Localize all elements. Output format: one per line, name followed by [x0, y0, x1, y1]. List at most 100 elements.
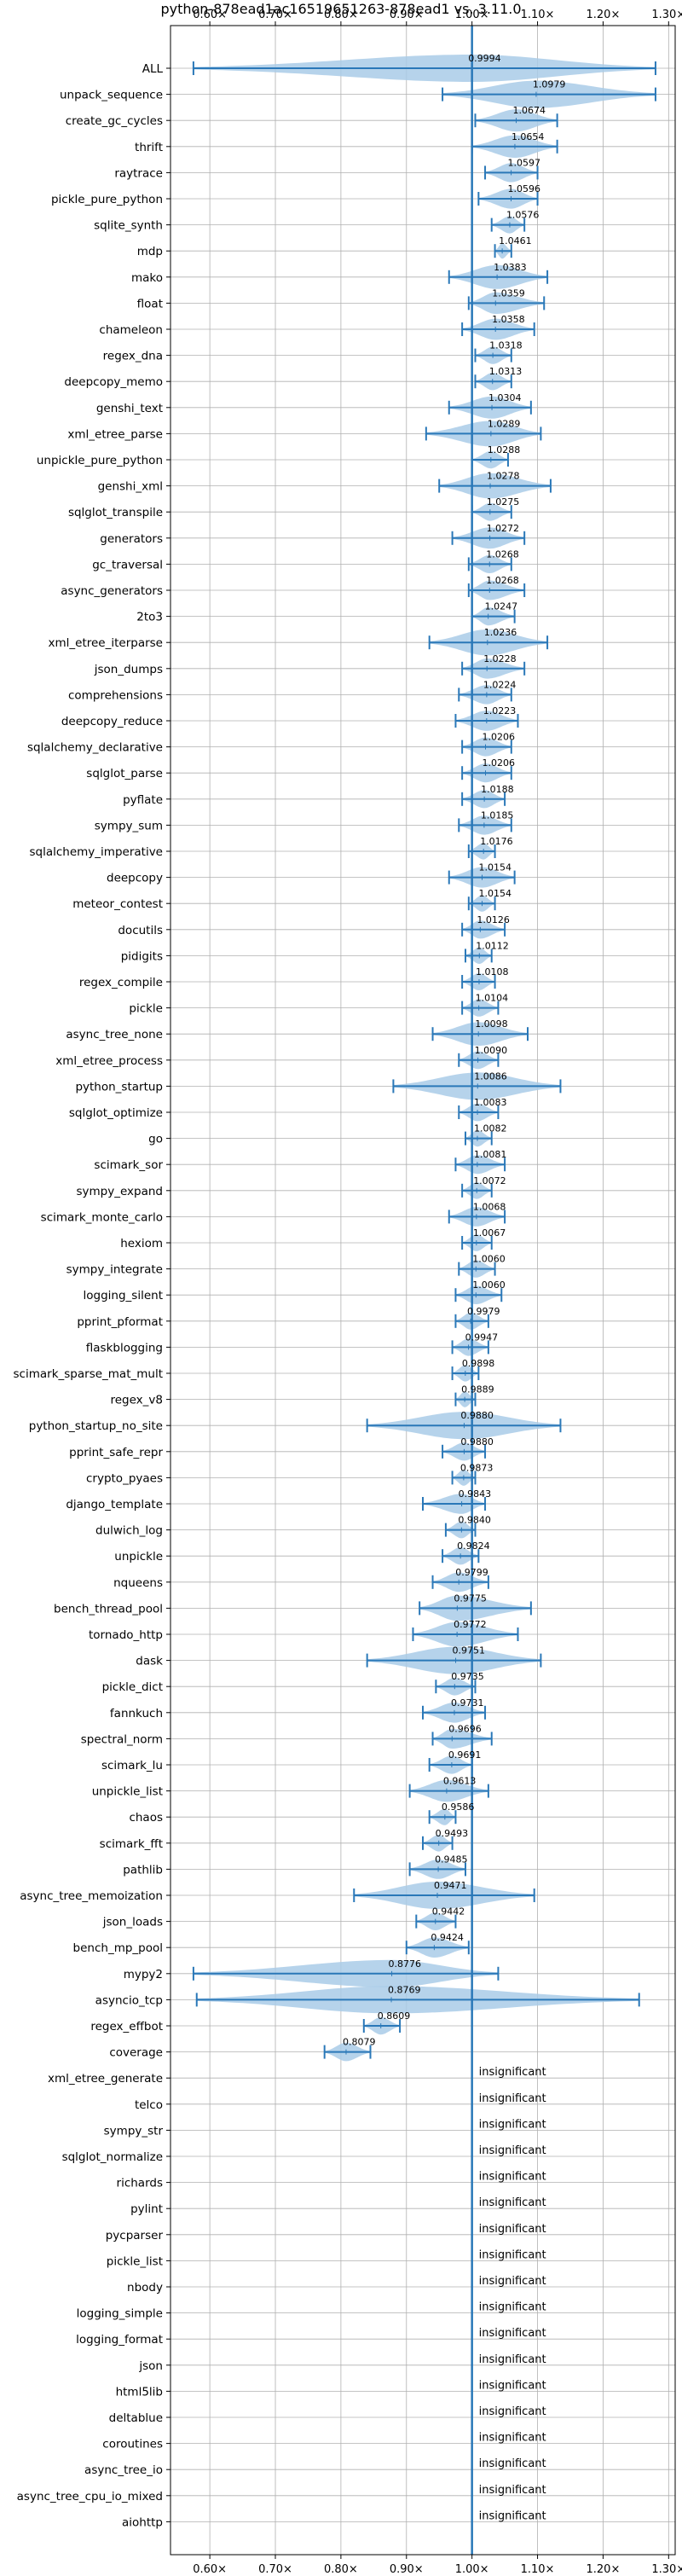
value-label: 1.0268: [486, 575, 519, 586]
grid-lines: [166, 21, 675, 2559]
benchmark-label: unpickle_list: [92, 1785, 163, 1799]
value-label: 1.0288: [488, 444, 521, 455]
benchmark-label: json: [138, 2359, 163, 2373]
violins: [192, 55, 656, 2062]
x-tick-label-bottom: 1.00×: [455, 2563, 489, 2576]
benchmark-label: generators: [100, 532, 163, 546]
benchmark-label: gc_traversal: [92, 558, 163, 571]
value-label: 0.9843: [459, 1488, 492, 1500]
benchmark-label: json_dumps: [94, 663, 163, 676]
benchmark-label: hexiom: [120, 1237, 163, 1250]
benchmark-label: unpickle: [114, 1550, 163, 1564]
value-label: 1.0228: [483, 653, 517, 664]
benchmark-label: django_template: [66, 1498, 163, 1511]
value-label: 1.0083: [474, 1097, 507, 1108]
value-label: 1.0576: [506, 210, 540, 221]
benchmark-label: create_gc_cycles: [66, 114, 163, 128]
value-label: 0.9691: [448, 1749, 482, 1761]
benchmark-label: sqlalchemy_declarative: [27, 741, 163, 755]
benchmark-label: coroutines: [102, 2438, 163, 2451]
value-label: 0.9613: [443, 1776, 477, 1787]
x-tick-label-top: 0.60×: [193, 9, 227, 21]
benchmark-label: mdp: [137, 245, 163, 258]
benchmark-label: pathlib: [123, 1863, 163, 1877]
x-tick-label-top: 0.80×: [324, 9, 358, 21]
value-label: 0.9424: [431, 1932, 464, 1943]
value-label: 0.9824: [457, 1540, 490, 1552]
benchmark-label: raytrace: [114, 166, 163, 180]
x-tick-label-top: 1.00×: [455, 9, 489, 21]
value-label: 0.9898: [462, 1358, 495, 1369]
benchmark-label: coverage: [109, 2046, 163, 2060]
benchmark-label: mako: [131, 271, 163, 285]
value-label: 1.0278: [487, 471, 520, 482]
benchmark-label: scimark_fft: [100, 1837, 163, 1851]
value-label: 1.0223: [483, 705, 517, 717]
benchmark-label: async_tree_none: [66, 1028, 163, 1041]
value-label: 1.0126: [477, 914, 510, 925]
benchmark-label: scimark_sor: [94, 1158, 163, 1172]
benchmark-label: html5lib: [116, 2385, 163, 2399]
x-tick-label-top: 0.90×: [390, 9, 424, 21]
value-label: 1.0654: [512, 131, 545, 142]
value-label: 0.9880: [460, 1410, 494, 1421]
insignificant-label: insignificant: [479, 2118, 546, 2131]
value-label: 1.0268: [486, 548, 519, 560]
value-label: 1.0081: [474, 1149, 507, 1160]
benchmark-label: deepcopy: [107, 872, 163, 885]
x-tick-label-bottom: 0.70×: [258, 2563, 292, 2576]
value-label: 0.9880: [460, 1436, 494, 1448]
benchmark-label: regex_dna: [103, 350, 163, 363]
insignificant-label: insignificant: [479, 2327, 546, 2340]
insignificant-label: insignificant: [479, 2092, 546, 2105]
value-label: 1.0112: [476, 940, 509, 951]
value-label: 0.9775: [454, 1593, 487, 1604]
benchmark-label: 2to3: [136, 611, 163, 624]
benchmark-label: regex_effbot: [90, 2020, 163, 2034]
benchmark-label: deepcopy_memo: [64, 375, 163, 389]
value-label: 1.0154: [479, 888, 512, 899]
value-label: 1.0313: [489, 366, 523, 377]
benchmark-label: go: [148, 1133, 163, 1146]
insignificant-label: insignificant: [479, 2275, 546, 2288]
benchmark-label: python_startup_no_site: [29, 1419, 163, 1433]
benchmark-label: aiohttp: [122, 2515, 163, 2529]
benchmark-label: unpack_sequence: [60, 89, 163, 102]
benchmark-label: pickle: [129, 1002, 163, 1016]
value-label: 1.0067: [473, 1227, 506, 1239]
benchmark-label: pyflate: [123, 793, 163, 807]
x-tick-label-top: 0.70×: [258, 9, 292, 21]
benchmark-label: sqlalchemy_imperative: [30, 845, 164, 859]
benchmark-label: comprehensions: [68, 688, 163, 702]
value-label: 1.0224: [483, 679, 517, 690]
value-label: 0.9493: [436, 1828, 469, 1839]
insignificant-label: insignificant: [479, 2432, 546, 2445]
benchmark-label: async_tree_memoization: [20, 1889, 163, 1903]
benchmark-label: asyncio_tcp: [95, 1993, 163, 2007]
x-tick-label-bottom: 1.10×: [521, 2563, 555, 2576]
insignificant-label: insignificant: [479, 2353, 546, 2366]
benchmark-label: pidigits: [121, 949, 163, 963]
benchmark-label: scimark_monte_carlo: [41, 1210, 163, 1224]
value-label: 1.0090: [475, 1045, 508, 1056]
insignificant-label: insignificant: [479, 2223, 546, 2236]
benchmark-label: chaos: [129, 1811, 163, 1825]
insignificant-label: insignificant: [479, 2484, 546, 2497]
value-label: 1.0674: [512, 105, 546, 116]
benchmark-label: xml_etree_generate: [48, 2072, 163, 2086]
benchmark-label: regex_compile: [79, 976, 163, 989]
value-label: 0.9799: [455, 1567, 488, 1578]
value-label: 0.9735: [451, 1671, 484, 1682]
benchmark-label: spectral_norm: [81, 1732, 163, 1746]
benchmark-label: sqlglot_transpile: [68, 506, 163, 519]
insignificant-label: insignificant: [479, 2171, 546, 2184]
benchmark-label: bench_thread_pool: [54, 1602, 163, 1616]
value-label: 1.0383: [494, 262, 527, 273]
insignificant-label: insignificant: [479, 2144, 546, 2157]
value-label: 1.0104: [476, 993, 509, 1004]
x-tick-label-bottom: 0.60×: [193, 2563, 227, 2576]
benchmark-label: logging_simple: [77, 2307, 163, 2321]
benchmark-label: pprint_safe_repr: [69, 1446, 163, 1459]
benchmark-label: flaskblogging: [86, 1341, 163, 1355]
value-label: 0.8079: [343, 2037, 376, 2048]
